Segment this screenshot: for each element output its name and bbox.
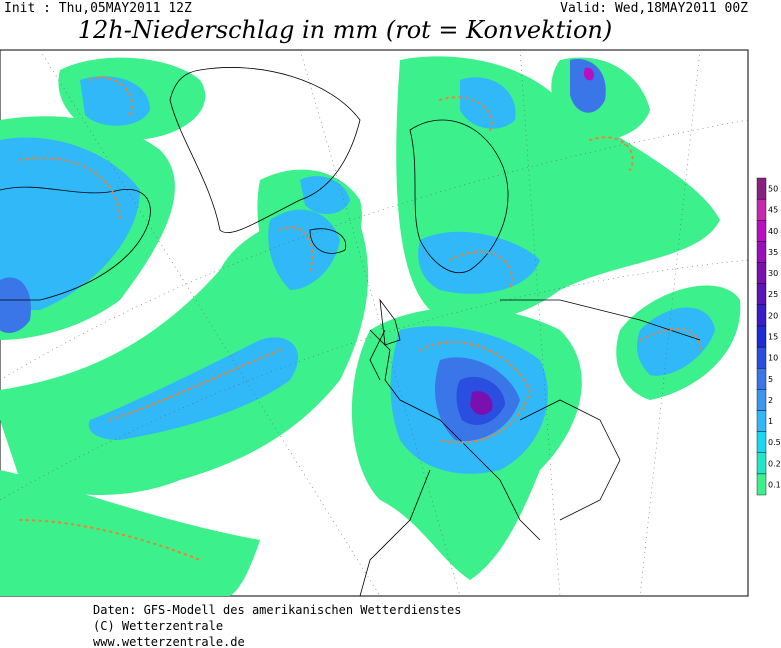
- colorbar-label: 10: [768, 354, 778, 363]
- colorbar-label: 25: [768, 290, 778, 299]
- colorbar-label: 0.5: [768, 438, 781, 447]
- colorbar-swatch: [756, 346, 767, 369]
- valid-time: Valid: Wed,18MAY2011 00Z: [560, 1, 748, 16]
- colorbar-label: 35: [768, 248, 778, 257]
- init-time: Init : Thu,05MAY2011 12Z: [4, 1, 192, 16]
- colorbar-swatch: [756, 325, 767, 348]
- colorbar-label: 20: [768, 311, 778, 320]
- colorbar-swatch: [756, 283, 767, 305]
- colorbar-swatch: [756, 410, 767, 432]
- colorbar-label: 15: [768, 333, 778, 342]
- colorbar-swatch: [756, 389, 767, 411]
- colorbar-label: 50: [768, 185, 778, 194]
- colorbar-label: 0.1: [768, 480, 781, 489]
- colorbar-swatch: [756, 431, 767, 453]
- colorbar-swatch: [756, 198, 767, 221]
- colorbar-swatch: [756, 241, 767, 263]
- colorbar-swatch: [756, 220, 767, 242]
- footer-url: www.wetterzentrale.de: [93, 635, 245, 648]
- colorbar-swatch: [756, 304, 767, 327]
- colorbar-label: 1: [768, 417, 773, 426]
- colorbar-swatch: [756, 368, 767, 390]
- footer-copyright: (C) Wetterzentrale: [93, 619, 223, 633]
- colorbar-label: 2: [768, 396, 773, 405]
- map: [0, 49, 749, 597]
- map-title: 12h-Niederschlag in mm (rot = Konvektion…: [78, 16, 613, 44]
- colorbar-label: 40: [768, 227, 778, 236]
- colorbar-label: 0.2: [768, 459, 781, 468]
- colorbar-swatch: [756, 262, 767, 284]
- footer-source: Daten: GFS-Modell des amerikanischen Wet…: [93, 603, 461, 617]
- colorbar-swatch: [756, 177, 767, 200]
- colorbar-swatch: [756, 473, 767, 496]
- colorbar-swatch: [756, 452, 767, 475]
- colorbar-label: 30: [768, 269, 778, 278]
- colorbar-label: 5: [768, 375, 773, 384]
- precip-field: [0, 56, 741, 596]
- colorbar-label: 45: [768, 206, 778, 215]
